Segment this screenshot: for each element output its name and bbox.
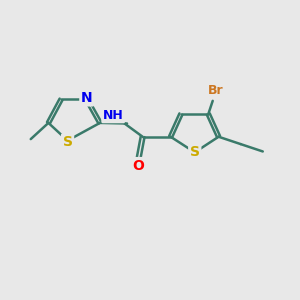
Text: Br: Br [208, 84, 224, 97]
Text: O: O [132, 159, 144, 172]
Text: N: N [81, 91, 92, 105]
Text: S: S [190, 146, 200, 159]
Text: NH: NH [103, 109, 124, 122]
Text: S: S [63, 135, 73, 149]
